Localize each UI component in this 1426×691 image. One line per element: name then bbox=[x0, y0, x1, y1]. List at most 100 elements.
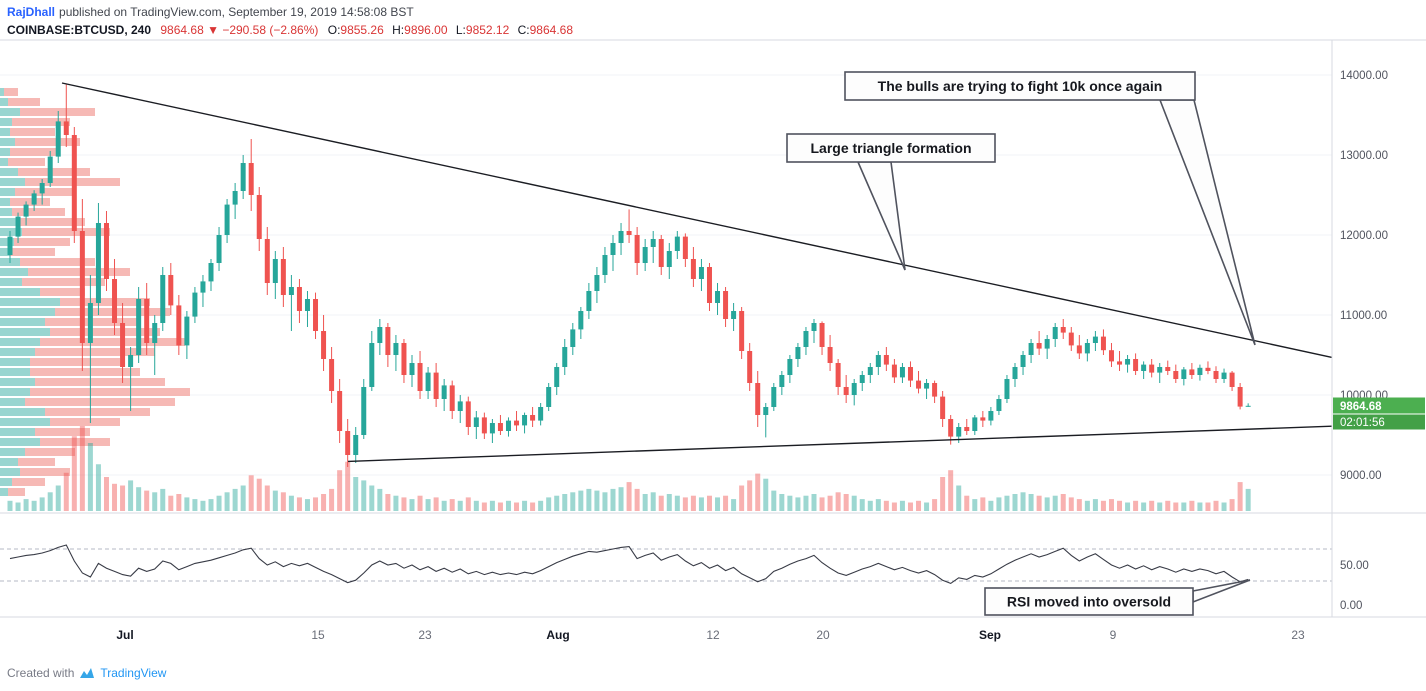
candle-body bbox=[1044, 339, 1050, 349]
candle-body bbox=[361, 387, 367, 435]
price-axis[interactable]: 14000.0013000.0012000.0011000.0010000.00… bbox=[1340, 70, 1388, 612]
volume-bar bbox=[15, 502, 21, 511]
candle-body bbox=[152, 323, 158, 343]
candle-body bbox=[1060, 327, 1066, 333]
candle-body bbox=[610, 243, 616, 255]
profile-bar-up bbox=[0, 288, 40, 296]
candle-body bbox=[835, 363, 841, 387]
volume-bar bbox=[1237, 482, 1243, 511]
volume-bar bbox=[409, 499, 415, 511]
candle-body bbox=[1020, 355, 1026, 367]
profile-bar-up bbox=[0, 348, 35, 356]
volume-bar bbox=[1092, 499, 1098, 511]
chart-area[interactable]: 14000.00 13000.00 12000.00 11000.00 10000.00… bbox=[0, 38, 1426, 648]
candle-body bbox=[811, 323, 817, 331]
profile-bar-up bbox=[0, 88, 4, 96]
candle-body bbox=[79, 231, 85, 343]
candle-body bbox=[369, 343, 375, 387]
profile-bar-down bbox=[10, 128, 55, 136]
candle-body bbox=[47, 156, 53, 183]
volume-bar bbox=[1052, 495, 1058, 511]
volume-bar bbox=[956, 485, 962, 511]
volume-bar bbox=[723, 495, 729, 511]
author-link[interactable]: RajDhall bbox=[7, 5, 56, 19]
volume-bar bbox=[755, 473, 761, 511]
volume-bar bbox=[538, 500, 544, 511]
candle-body bbox=[417, 363, 423, 391]
profile-bar-down bbox=[20, 468, 70, 476]
candle-body bbox=[1108, 350, 1114, 362]
candlestick-series[interactable] bbox=[7, 84, 1251, 467]
profile-bar-down bbox=[35, 428, 90, 436]
triangle-upper[interactable] bbox=[61, 82, 1333, 359]
volume-bar bbox=[313, 497, 319, 511]
time-axis-label: 23 bbox=[418, 628, 432, 642]
candle-body bbox=[554, 367, 560, 387]
price-axis-label: 14000.00 bbox=[1340, 70, 1388, 82]
volume-bar bbox=[1205, 502, 1211, 511]
profile-bar-up bbox=[0, 478, 12, 486]
candle-body bbox=[1189, 369, 1195, 375]
candle-body bbox=[489, 423, 495, 434]
profile-bar-up bbox=[0, 298, 60, 306]
volume-bar bbox=[353, 477, 359, 511]
candle-body bbox=[1197, 367, 1203, 375]
candle-body bbox=[924, 383, 930, 389]
volume-bar bbox=[698, 497, 704, 511]
profile-bar-down bbox=[10, 248, 55, 256]
profile-bar-down bbox=[35, 378, 165, 386]
volume-bar bbox=[626, 482, 632, 511]
volume-bar bbox=[618, 487, 624, 511]
candle-body bbox=[409, 363, 415, 375]
candle-body bbox=[1004, 379, 1010, 399]
candle-body bbox=[401, 343, 407, 375]
volume-bar bbox=[980, 497, 986, 511]
tradingview-brand-link[interactable]: TradingView bbox=[100, 666, 167, 680]
profile-bar-up bbox=[0, 198, 10, 206]
candle-body bbox=[55, 121, 61, 157]
volume-bar bbox=[136, 487, 142, 511]
profile-bar-up bbox=[0, 308, 55, 316]
profile-bar-up bbox=[0, 128, 10, 136]
candle-body bbox=[538, 407, 544, 421]
candle-body bbox=[859, 375, 865, 383]
candle-body bbox=[176, 305, 182, 346]
chart-svg[interactable]: 14000.0013000.0012000.0011000.0010000.00… bbox=[0, 38, 1426, 648]
candle-body bbox=[618, 231, 624, 243]
last-price: 9864.68 bbox=[160, 23, 204, 37]
callout-tail bbox=[1158, 99, 1256, 346]
volume-bar bbox=[1117, 500, 1123, 511]
volume-bar bbox=[787, 495, 793, 511]
candle-body bbox=[240, 163, 246, 191]
profile-bar-down bbox=[20, 258, 95, 266]
candle-body bbox=[1213, 371, 1219, 379]
candle-body bbox=[956, 427, 962, 437]
volume-series bbox=[7, 426, 1251, 511]
triangle-lower[interactable] bbox=[347, 425, 1333, 463]
volume-bar bbox=[321, 494, 327, 511]
profile-bar-down bbox=[40, 438, 110, 446]
time-axis-label: 12 bbox=[706, 628, 720, 642]
candle-body bbox=[128, 355, 134, 367]
volume-bar bbox=[31, 500, 37, 511]
candle-body bbox=[698, 267, 704, 279]
candle-body bbox=[514, 420, 520, 426]
volume-bar bbox=[682, 497, 688, 511]
volume-bar bbox=[924, 502, 930, 511]
candle-body bbox=[200, 281, 206, 293]
volume-bar bbox=[586, 488, 592, 511]
profile-bar-down bbox=[15, 188, 75, 196]
candle-body bbox=[1205, 367, 1211, 371]
rsi-pane[interactable] bbox=[0, 544, 1332, 585]
time-axis[interactable]: Jul 15 23 Aug 12 20 Sep 9 23 bbox=[116, 628, 1305, 642]
volume-bar bbox=[666, 494, 672, 511]
candle-body bbox=[875, 355, 881, 367]
candle-body bbox=[1036, 343, 1042, 349]
volume-bar bbox=[642, 494, 648, 511]
candle-body bbox=[377, 327, 383, 343]
volume-bar bbox=[570, 492, 576, 511]
volume-bar bbox=[1197, 502, 1203, 511]
volume-bar bbox=[795, 497, 801, 511]
volume-bar bbox=[827, 495, 833, 511]
candle-body bbox=[996, 399, 1002, 411]
